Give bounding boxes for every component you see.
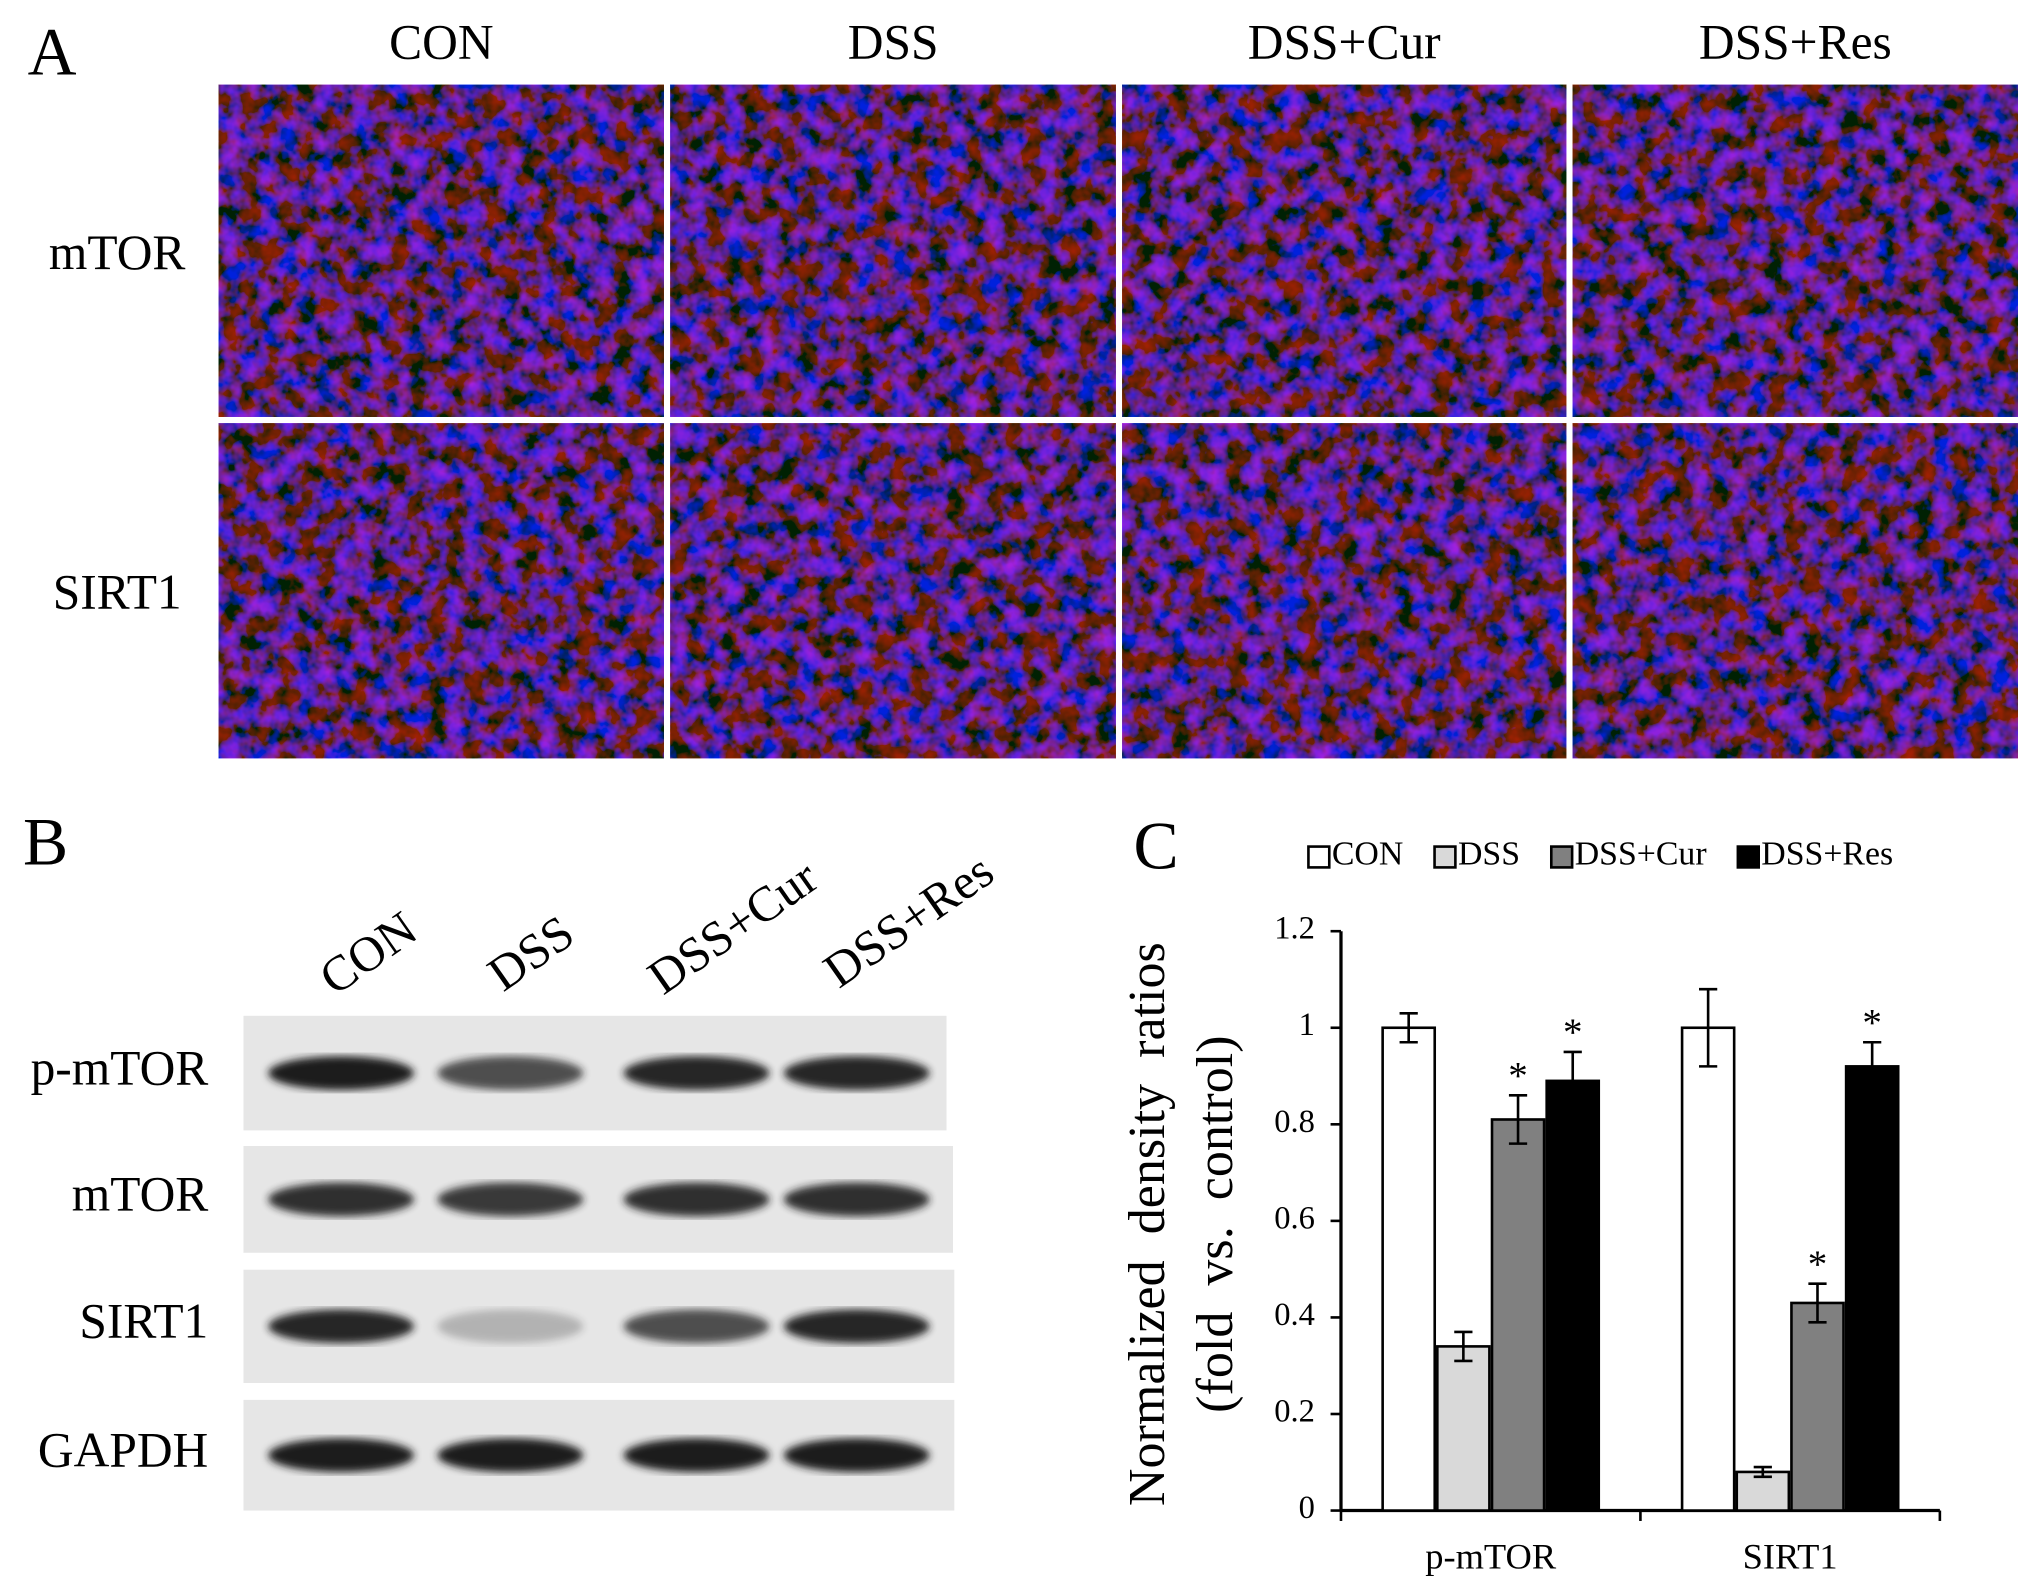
panel-label: C [1134,809,1179,884]
y-tick-label: 0 [1299,1490,1315,1526]
blot-row-label: GAPDH [38,1423,208,1478]
bar [1381,1026,1437,1512]
blot-row-label: p-mTOR [31,1040,209,1095]
significance-mark: * [1508,1055,1528,1098]
micrograph-texture [1122,423,1567,759]
y-tick-label: 0.6 [1274,1200,1315,1236]
column-title: DSS+Res [1699,15,1892,70]
error-bar [1399,1011,1418,1044]
legend-swatch [1307,845,1331,869]
legend-label: DSS+Cur [1575,836,1707,873]
blot-band [268,1438,415,1473]
lane-label: CON [310,901,427,1006]
blot-row-label: mTOR [72,1167,209,1222]
micrograph-texture [670,423,1116,759]
error-bar [1699,987,1718,1068]
y-axis-label: Normalized density ratios [1119,942,1176,1506]
micrograph-texture [218,423,664,759]
y-tick-label: 1 [1299,1007,1315,1043]
micrograph-texture [1572,423,2018,759]
micrograph-texture [1122,84,1567,417]
column-title: DSS+Cur [1248,15,1441,70]
legend-label: DSS+Res [1761,836,1893,873]
y-tick-label: 0.4 [1274,1297,1315,1333]
y-tick-label: 1.2 [1274,911,1315,947]
x-tick-label: p-mTOR [1425,1536,1557,1576]
micrograph-texture [218,84,664,417]
y-tick-label: 0.2 [1274,1393,1315,1429]
blot-band [437,1182,584,1217]
error-bar [1454,1330,1473,1363]
blot-band [437,1056,584,1091]
blot-band [623,1056,770,1091]
blot-band [783,1056,930,1091]
blot-band [783,1182,930,1217]
blot-band [268,1182,415,1217]
blot-band [783,1309,930,1344]
error-bar [1563,1050,1582,1112]
error-bar [1508,1094,1528,1145]
significance-mark: * [1808,1243,1828,1286]
column-title: CON [389,15,493,70]
row-label: SIRT1 [53,565,182,620]
panel-label: B [23,805,68,880]
bar [1490,1118,1546,1512]
legend-swatch [1433,845,1457,869]
blot-band [623,1182,770,1217]
bar [1790,1301,1845,1512]
blot-band [437,1309,584,1344]
legend-label: DSS [1458,836,1520,873]
y-axis-label: (fold vs. control) [1187,1035,1244,1412]
panel-label: A [28,14,77,89]
significance-mark: * [1862,1002,1882,1045]
bar [1545,1079,1601,1512]
micrograph-texture [1572,84,2018,417]
x-tick-label: SIRT1 [1743,1536,1838,1576]
legend-swatch [1736,845,1760,869]
error-bar [1863,1040,1882,1092]
bar [1436,1345,1491,1512]
blot-row-label: SIRT1 [79,1294,208,1349]
significance-mark: * [1563,1011,1583,1054]
lane-label: DSS [478,904,584,1001]
blot-band [437,1438,584,1473]
bar [1735,1470,1791,1512]
bar [1680,1026,1736,1512]
row-label: mTOR [49,225,186,280]
blot-band [783,1438,930,1473]
blot-band [268,1056,415,1091]
legend-swatch [1549,845,1574,869]
blot-band [268,1309,415,1344]
bar [1844,1065,1900,1512]
column-title: DSS [848,15,939,70]
lane-label: DSS+Cur [638,849,828,1005]
blot-band [623,1438,770,1473]
micrograph-texture [670,84,1116,417]
error-bar [1753,1465,1772,1479]
error-bar [1808,1282,1827,1324]
blot-band [623,1309,770,1344]
y-tick-label: 0.8 [1274,1104,1315,1140]
legend-label: CON [1332,836,1403,873]
lane-label: DSS+Res [814,843,1004,999]
